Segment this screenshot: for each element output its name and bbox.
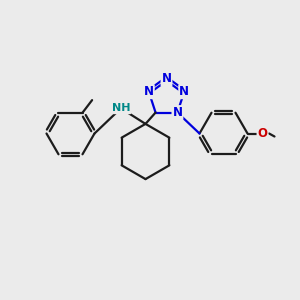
Text: NH: NH — [112, 103, 130, 113]
Text: N: N — [161, 72, 172, 86]
Text: N: N — [172, 106, 182, 119]
Text: O: O — [257, 127, 268, 140]
Text: N: N — [179, 85, 189, 98]
Text: N: N — [144, 85, 154, 98]
